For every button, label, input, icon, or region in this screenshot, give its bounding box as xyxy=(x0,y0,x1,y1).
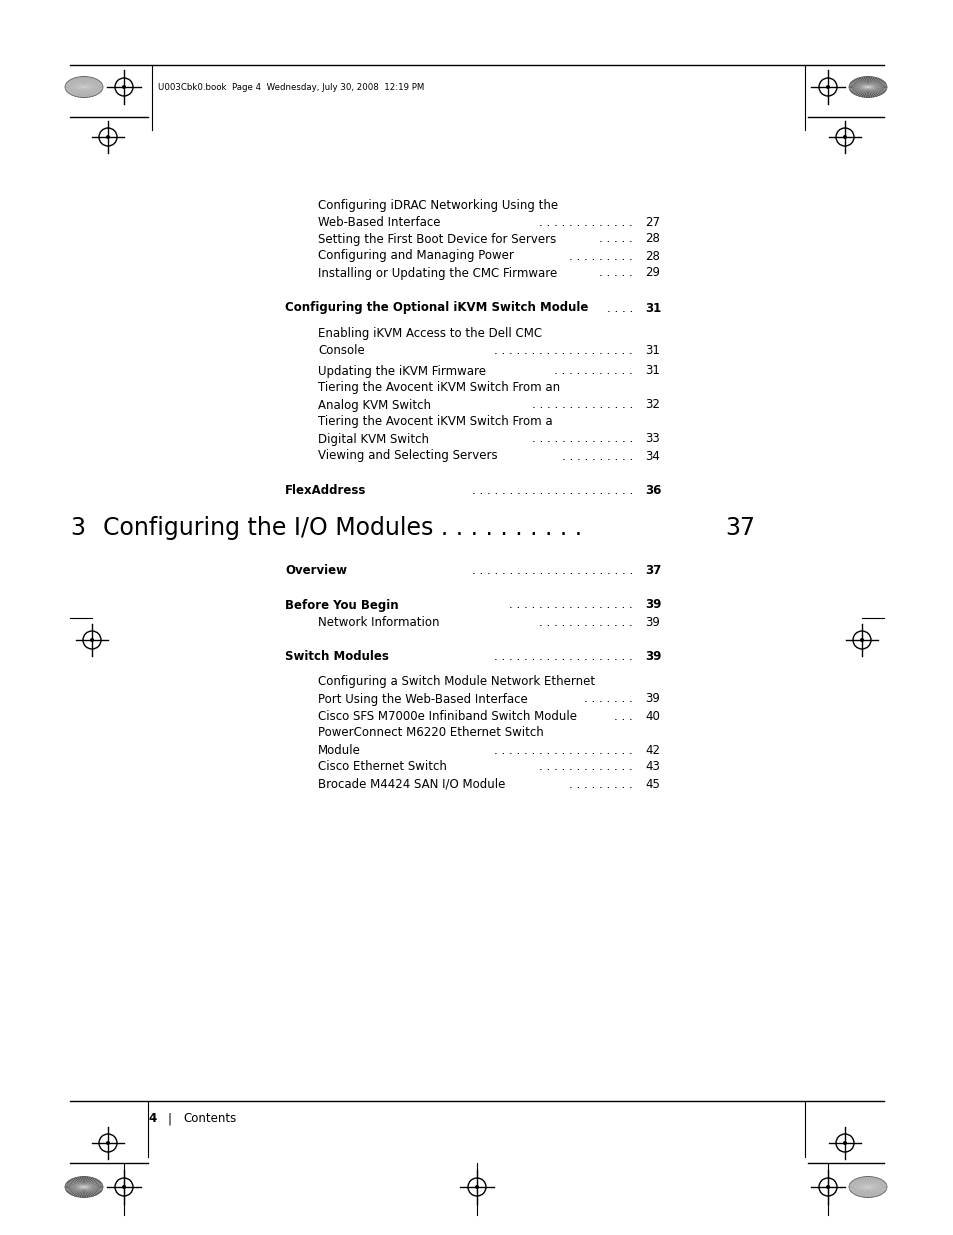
Text: Switch Modules: Switch Modules xyxy=(285,651,389,663)
Text: 40: 40 xyxy=(644,709,659,722)
Text: Configuring the I/O Modules . . . . . . . . . .: Configuring the I/O Modules . . . . . . … xyxy=(103,516,581,540)
Text: |: | xyxy=(168,1113,172,1125)
Text: Configuring the Optional iKVM Switch Module: Configuring the Optional iKVM Switch Mod… xyxy=(285,301,588,315)
Text: . . . . .: . . . . . xyxy=(598,232,633,246)
Text: 36: 36 xyxy=(644,484,660,498)
Text: 42: 42 xyxy=(644,743,659,757)
Text: 39: 39 xyxy=(644,651,660,663)
Text: 4: 4 xyxy=(148,1113,156,1125)
Text: 34: 34 xyxy=(644,450,659,462)
Text: . . . . . . . . . . . . . . . . . . .: . . . . . . . . . . . . . . . . . . . xyxy=(494,343,633,357)
Text: . . . . . . . . . . . . .: . . . . . . . . . . . . . xyxy=(538,215,633,228)
Text: 31: 31 xyxy=(644,364,659,378)
Text: 37: 37 xyxy=(644,563,660,577)
Text: . . .: . . . xyxy=(614,709,633,722)
Text: 27: 27 xyxy=(644,215,659,228)
Circle shape xyxy=(475,1186,478,1189)
Text: Analog KVM Switch: Analog KVM Switch xyxy=(317,399,431,411)
Text: Before You Begin: Before You Begin xyxy=(285,599,398,611)
Text: Web-Based Interface: Web-Based Interface xyxy=(317,215,440,228)
Text: Contents: Contents xyxy=(183,1113,236,1125)
Text: Cisco SFS M7000e Infiniband Switch Module: Cisco SFS M7000e Infiniband Switch Modul… xyxy=(317,709,577,722)
Text: . . . . . . . . . . . . . .: . . . . . . . . . . . . . . xyxy=(531,399,633,411)
Text: 33: 33 xyxy=(644,432,659,446)
Text: PowerConnect M6220 Ethernet Switch: PowerConnect M6220 Ethernet Switch xyxy=(317,726,543,740)
Text: . . . . . . . . .: . . . . . . . . . xyxy=(569,249,633,263)
Text: 31: 31 xyxy=(644,343,659,357)
Circle shape xyxy=(859,638,863,642)
Circle shape xyxy=(842,1141,846,1145)
Text: 45: 45 xyxy=(644,778,659,790)
Ellipse shape xyxy=(848,77,886,98)
Text: 39: 39 xyxy=(644,693,659,705)
Text: Setting the First Boot Device for Servers: Setting the First Boot Device for Server… xyxy=(317,232,556,246)
Ellipse shape xyxy=(848,1177,886,1198)
Circle shape xyxy=(106,135,110,140)
Text: Enabling iKVM Access to the Dell CMC: Enabling iKVM Access to the Dell CMC xyxy=(317,326,541,340)
Text: 37: 37 xyxy=(724,516,754,540)
Text: . . . . . . . . . .: . . . . . . . . . . xyxy=(561,450,633,462)
Circle shape xyxy=(825,85,829,89)
Text: . . . . . . . . . . . . .: . . . . . . . . . . . . . xyxy=(538,615,633,629)
Text: . . . . . . . . . . . . . . . . .: . . . . . . . . . . . . . . . . . xyxy=(509,599,633,611)
Text: . . . . . . . . .: . . . . . . . . . xyxy=(569,778,633,790)
Text: Overview: Overview xyxy=(285,563,347,577)
Text: Network Information: Network Information xyxy=(317,615,439,629)
Text: Console: Console xyxy=(317,343,364,357)
Text: . . . . . . . . . . . . . .: . . . . . . . . . . . . . . xyxy=(531,432,633,446)
Text: 31: 31 xyxy=(644,301,660,315)
Text: Configuring a Switch Module Network Ethernet: Configuring a Switch Module Network Ethe… xyxy=(317,676,595,688)
Circle shape xyxy=(825,1186,829,1189)
Ellipse shape xyxy=(65,1177,103,1198)
Text: . . . . .: . . . . . xyxy=(598,267,633,279)
Text: 29: 29 xyxy=(644,267,659,279)
Text: Viewing and Selecting Servers: Viewing and Selecting Servers xyxy=(317,450,497,462)
Text: 32: 32 xyxy=(644,399,659,411)
Text: Updating the iKVM Firmware: Updating the iKVM Firmware xyxy=(317,364,485,378)
Text: Installing or Updating the CMC Firmware: Installing or Updating the CMC Firmware xyxy=(317,267,557,279)
Text: . . . . . . . . . . .: . . . . . . . . . . . xyxy=(554,364,633,378)
Text: 3: 3 xyxy=(70,516,85,540)
Circle shape xyxy=(122,85,126,89)
Text: . . . .: . . . . xyxy=(606,301,633,315)
Circle shape xyxy=(90,638,94,642)
Text: . . . . . . . . . . . . . . . . . . .: . . . . . . . . . . . . . . . . . . . xyxy=(494,651,633,663)
Text: . . . . . . .: . . . . . . . xyxy=(583,693,633,705)
Text: Tiering the Avocent iKVM Switch From an: Tiering the Avocent iKVM Switch From an xyxy=(317,382,559,394)
Text: Configuring iDRAC Networking Using the: Configuring iDRAC Networking Using the xyxy=(317,199,558,211)
Circle shape xyxy=(122,1186,126,1189)
Text: 43: 43 xyxy=(644,761,659,773)
Text: Digital KVM Switch: Digital KVM Switch xyxy=(317,432,429,446)
Text: Port Using the Web-Based Interface: Port Using the Web-Based Interface xyxy=(317,693,527,705)
Ellipse shape xyxy=(65,77,103,98)
Circle shape xyxy=(106,1141,110,1145)
Text: 39: 39 xyxy=(644,615,659,629)
Text: 28: 28 xyxy=(644,249,659,263)
Text: 39: 39 xyxy=(644,599,660,611)
Text: . . . . . . . . . . . . . . . . . . . . . .: . . . . . . . . . . . . . . . . . . . . … xyxy=(471,563,633,577)
Text: 28: 28 xyxy=(644,232,659,246)
Text: Module: Module xyxy=(317,743,360,757)
Circle shape xyxy=(842,135,846,140)
Text: U003Cbk0.book  Page 4  Wednesday, July 30, 2008  12:19 PM: U003Cbk0.book Page 4 Wednesday, July 30,… xyxy=(158,83,424,91)
Text: . . . . . . . . . . . . .: . . . . . . . . . . . . . xyxy=(538,761,633,773)
Text: Brocade M4424 SAN I/O Module: Brocade M4424 SAN I/O Module xyxy=(317,778,505,790)
Text: FlexAddress: FlexAddress xyxy=(285,484,366,498)
Text: Cisco Ethernet Switch: Cisco Ethernet Switch xyxy=(317,761,446,773)
Text: . . . . . . . . . . . . . . . . . . . . . .: . . . . . . . . . . . . . . . . . . . . … xyxy=(471,484,633,498)
Text: Tiering the Avocent iKVM Switch From a: Tiering the Avocent iKVM Switch From a xyxy=(317,415,552,429)
Text: Configuring and Managing Power: Configuring and Managing Power xyxy=(317,249,514,263)
Text: . . . . . . . . . . . . . . . . . . .: . . . . . . . . . . . . . . . . . . . xyxy=(494,743,633,757)
